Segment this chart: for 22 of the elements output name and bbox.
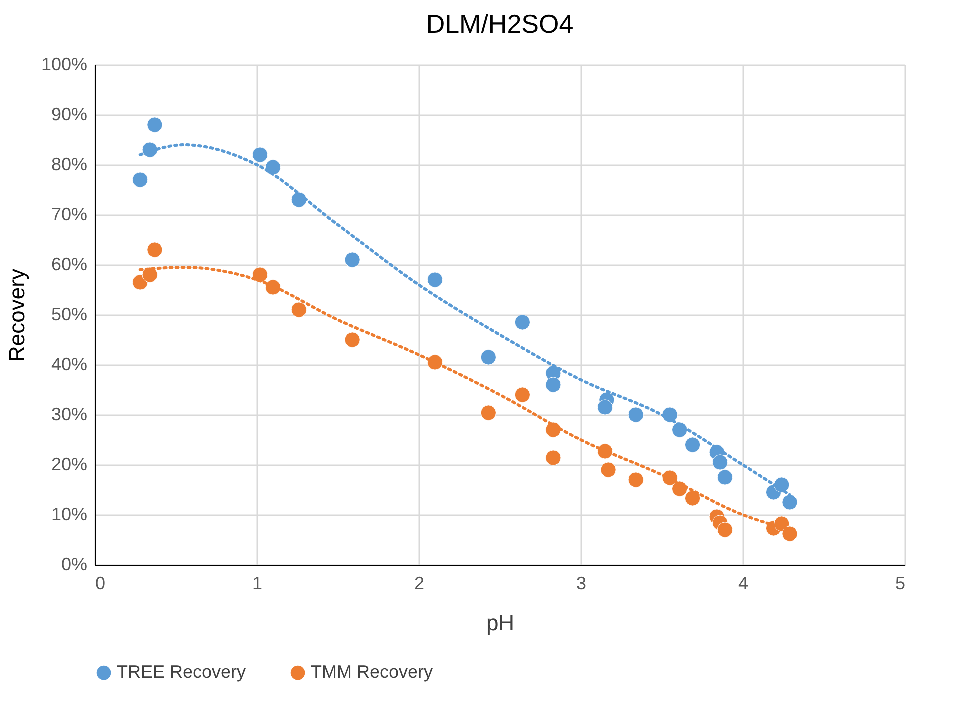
x-axis-title: pH — [486, 610, 515, 636]
y-tick-label: 50% — [51, 304, 88, 324]
x-tick-label: 2 — [414, 574, 425, 594]
x-tick-label: 0 — [96, 574, 106, 594]
legend-label: TREE Recovery — [117, 662, 246, 682]
chart-title: DLM/H2SO4 — [426, 9, 574, 39]
y-tick-label: 40% — [51, 354, 88, 374]
x-tick-label: 3 — [576, 574, 587, 594]
legend-label: TMM Recovery — [311, 662, 434, 682]
y-tick-label: 10% — [51, 504, 88, 524]
y-tick-label: 100% — [41, 54, 88, 74]
y-tick-label: 20% — [51, 454, 88, 474]
x-tick-label: 5 — [895, 574, 906, 594]
y-axis-title: Recovery — [4, 269, 30, 362]
y-tick-label: 60% — [51, 254, 88, 274]
x-tick-label: 1 — [252, 574, 263, 594]
y-tick-label: 80% — [51, 154, 88, 174]
y-tick-label: 90% — [51, 104, 88, 124]
y-tick-label: 70% — [51, 204, 88, 224]
x-tick-label: 4 — [738, 574, 749, 594]
y-tick-label: 30% — [51, 404, 88, 424]
y-tick-label: 0% — [61, 554, 88, 574]
